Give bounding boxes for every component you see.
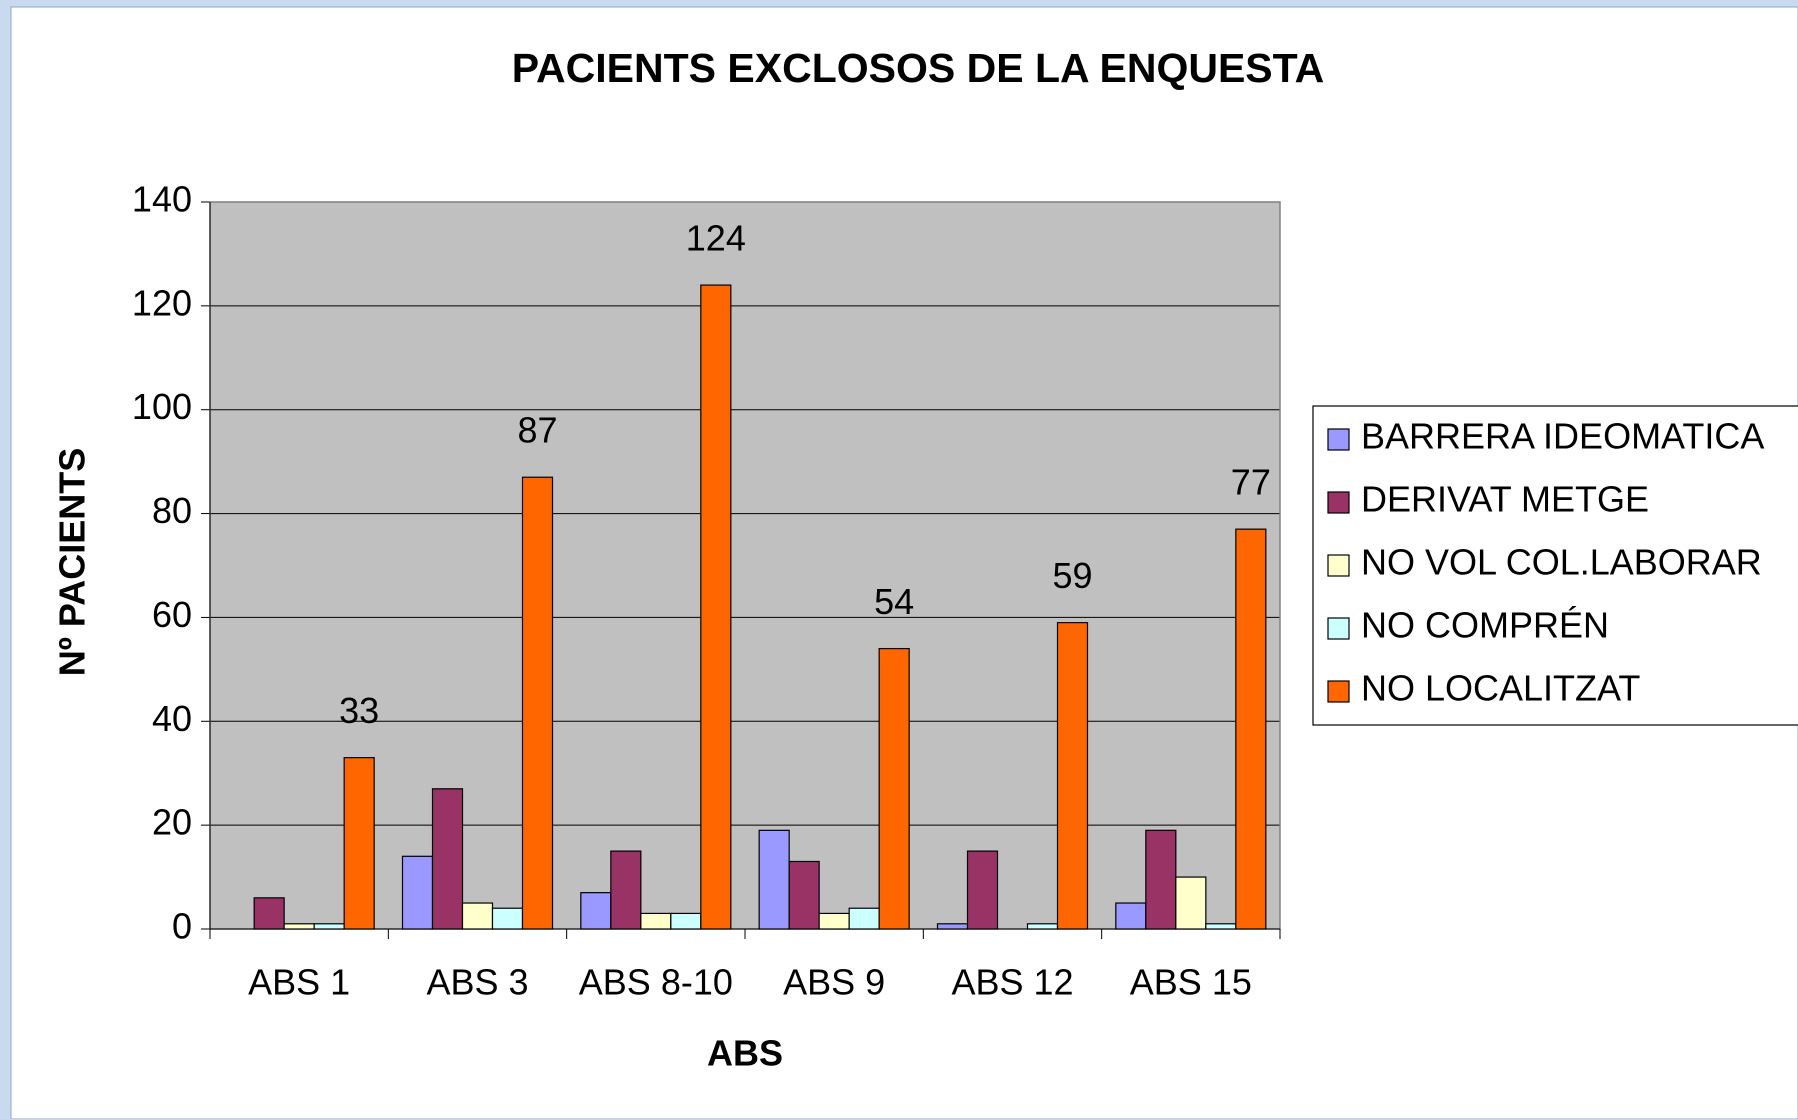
plot-area (210, 202, 1280, 929)
data-label: 77 (1231, 462, 1271, 503)
bar (758, 829, 790, 930)
y-tick-label: 80 (152, 490, 192, 531)
y-tick-label: 40 (152, 698, 192, 739)
legend-label: NO VOL COL.LABORAR (1361, 542, 1762, 583)
legend-label: NO COMPRÉN (1361, 605, 1609, 646)
data-label: 124 (686, 218, 746, 259)
bar (848, 907, 880, 930)
y-tick-label: 20 (152, 802, 192, 843)
y-tick-label: 0 (172, 906, 192, 947)
bar (966, 850, 999, 930)
x-tick-label: ABS 9 (783, 962, 885, 1003)
bar (253, 897, 285, 930)
x-tick-label: ABS 15 (1130, 962, 1252, 1003)
y-tick-label: 60 (152, 594, 192, 635)
y-axis-label: Nº PACIENTS (52, 448, 93, 677)
legend-swatch (1327, 491, 1350, 514)
data-label: 54 (874, 581, 914, 622)
chart-title: PACIENTS EXCLOSOS DE LA ENQUESTA (512, 45, 1325, 91)
y-tick-label: 120 (132, 282, 192, 323)
bar (788, 860, 820, 930)
legend-swatch (1327, 680, 1350, 703)
bar (670, 912, 702, 930)
bar (700, 284, 732, 930)
bar (1145, 829, 1177, 930)
x-tick-label: ABS 3 (426, 962, 528, 1003)
x-tick-label: ABS 1 (248, 962, 350, 1003)
legend-label: NO LOCALITZAT (1361, 668, 1640, 709)
bar (283, 923, 315, 930)
bar (1115, 902, 1147, 930)
y-tick-label: 140 (132, 179, 192, 220)
data-label: 33 (339, 690, 379, 731)
legend-swatch (1327, 554, 1350, 577)
bar (1056, 622, 1089, 930)
bar (1205, 923, 1237, 930)
bar (1175, 876, 1207, 930)
bar (313, 923, 345, 930)
bar (401, 855, 434, 930)
bar (343, 757, 375, 930)
bar (521, 476, 554, 930)
legend-swatch (1327, 428, 1350, 451)
bar (610, 850, 642, 930)
data-label: 59 (1052, 555, 1092, 596)
x-tick-label: ABS 12 (951, 962, 1073, 1003)
bar (1026, 923, 1059, 930)
x-axis-label: ABS (707, 1033, 783, 1074)
legend-swatch (1327, 617, 1350, 640)
x-tick-label: ABS 8-10 (579, 962, 733, 1003)
bar (431, 788, 464, 930)
legend (1312, 405, 1798, 726)
bar (936, 923, 969, 930)
legend-label: DERIVAT METGE (1361, 479, 1649, 520)
bar (491, 907, 524, 930)
bar (580, 892, 612, 930)
legend-label: BARRERA IDEOMATICA (1361, 416, 1764, 457)
data-label: 87 (517, 410, 557, 451)
y-tick-label: 100 (132, 386, 192, 427)
bar (1235, 528, 1267, 930)
bar (640, 912, 672, 930)
bar (818, 912, 850, 930)
bar (461, 902, 494, 930)
bar (878, 647, 910, 930)
